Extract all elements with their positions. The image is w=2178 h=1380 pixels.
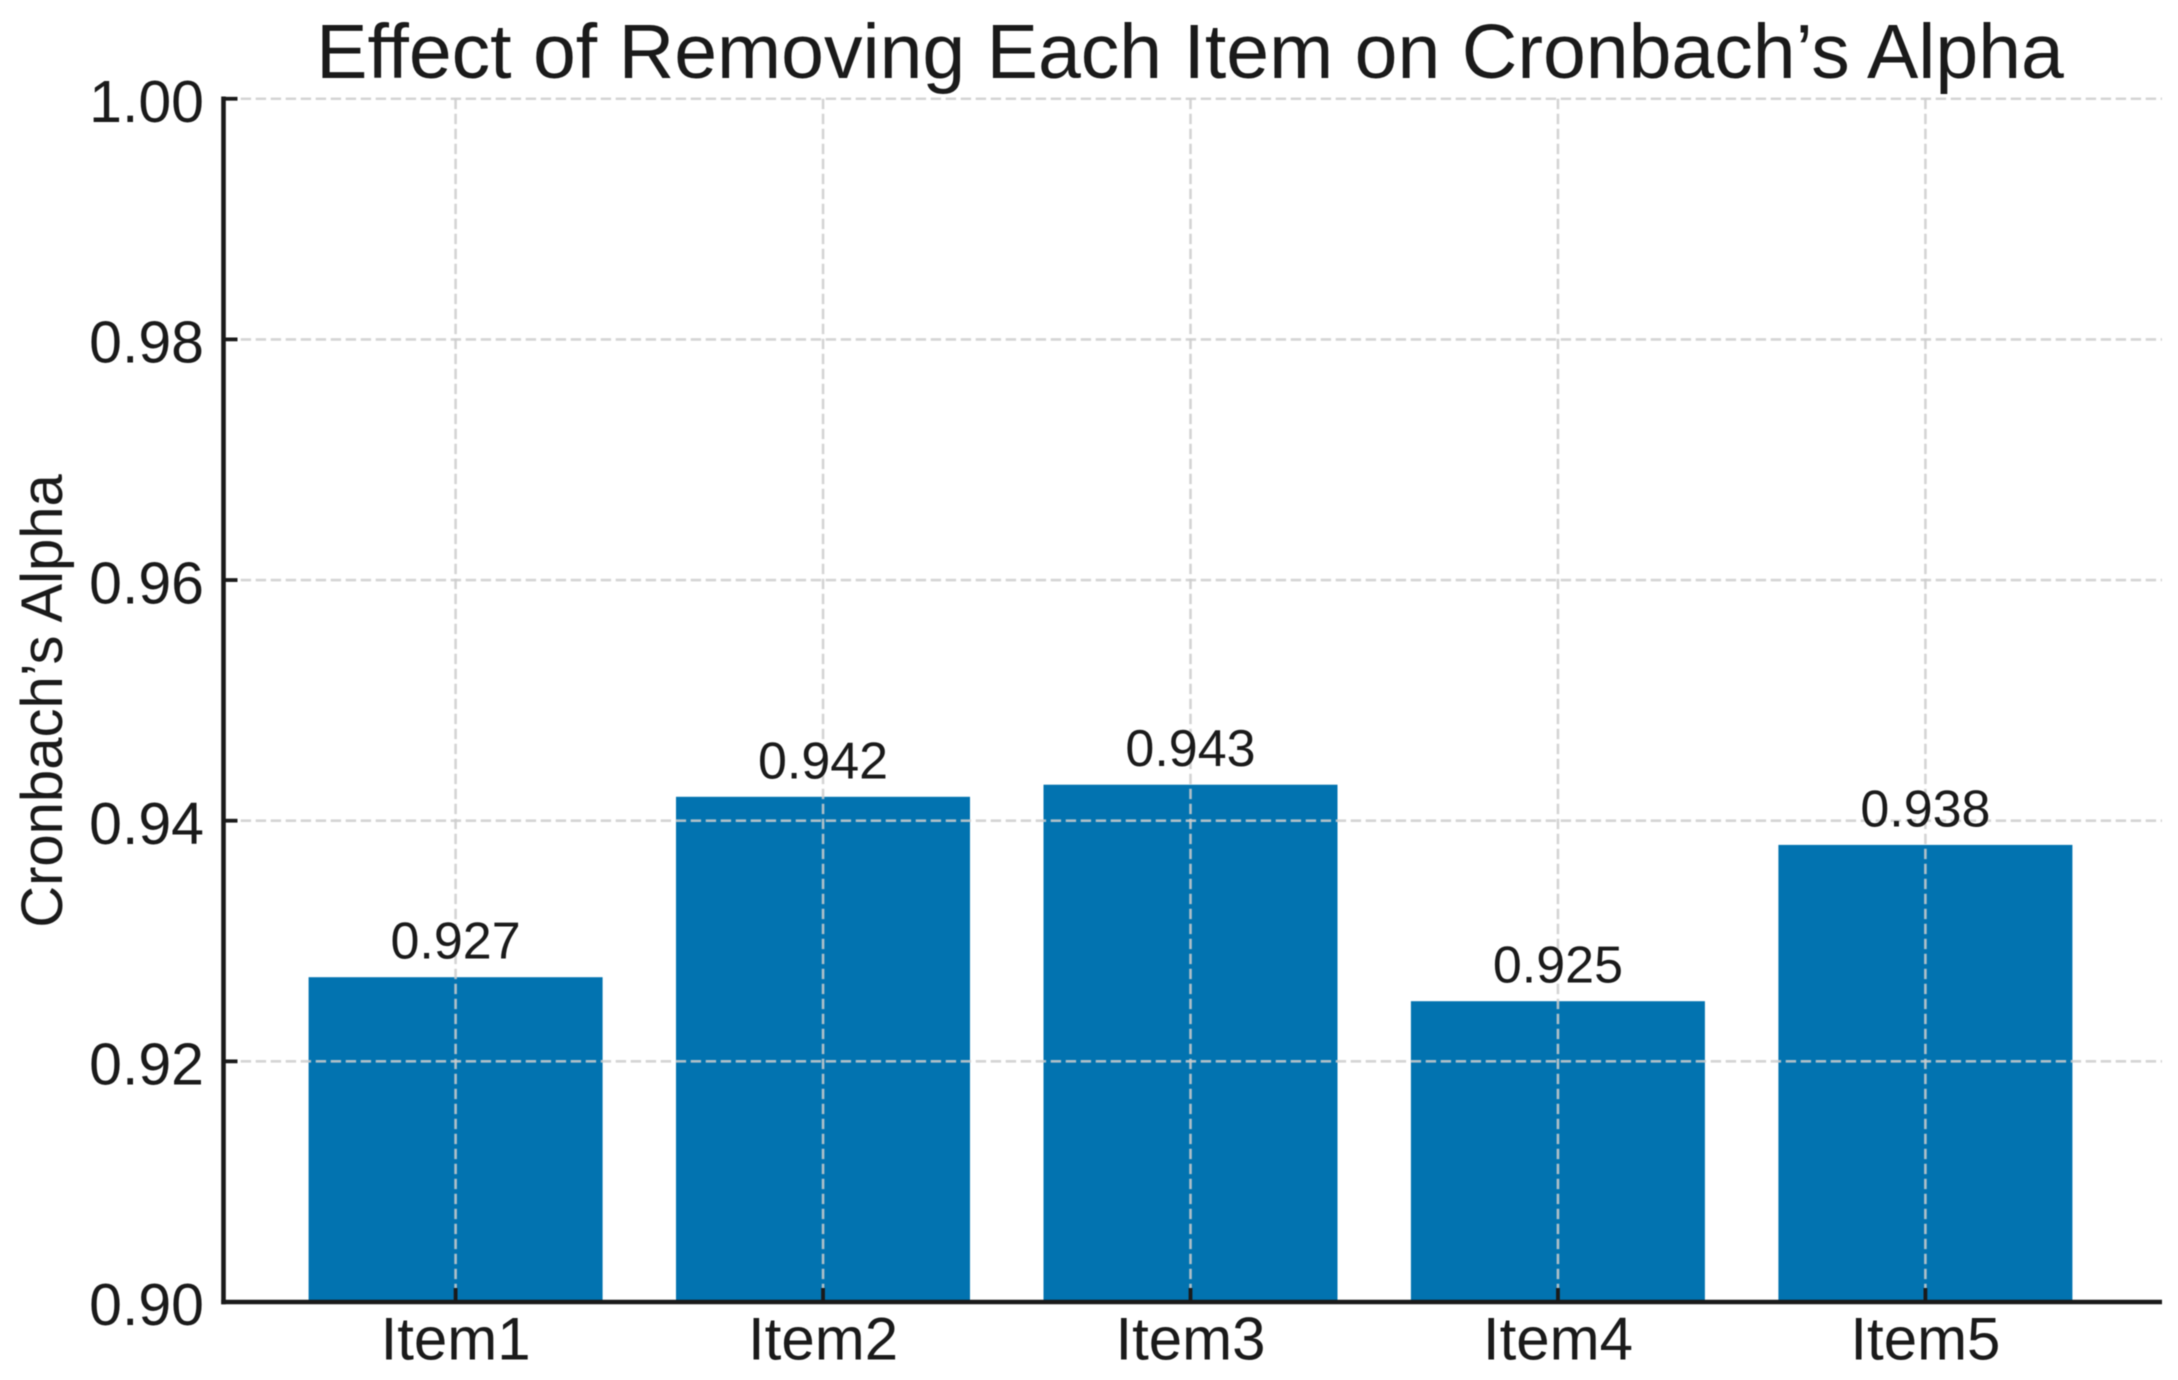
svg-text:0.943: 0.943 — [1125, 720, 1255, 778]
svg-text:0.96: 0.96 — [89, 550, 204, 616]
svg-text:Item3: Item3 — [1115, 1306, 1265, 1373]
svg-text:Item4: Item4 — [1483, 1306, 1633, 1373]
svg-text:Item5: Item5 — [1850, 1306, 2000, 1373]
svg-text:0.938: 0.938 — [1860, 780, 1990, 838]
svg-text:1.00: 1.00 — [89, 69, 204, 135]
svg-text:Effect of Removing Each Item o: Effect of Removing Each Item on Cronbach… — [316, 9, 2064, 95]
svg-text:0.94: 0.94 — [89, 791, 204, 857]
svg-text:Item1: Item1 — [381, 1306, 531, 1373]
svg-text:0.927: 0.927 — [391, 913, 521, 971]
svg-text:0.925: 0.925 — [1493, 937, 1623, 995]
svg-text:0.92: 0.92 — [89, 1032, 204, 1098]
svg-text:Cronbach’s Alpha: Cronbach’s Alpha — [10, 473, 75, 927]
svg-text:0.98: 0.98 — [89, 310, 204, 376]
svg-text:0.90: 0.90 — [89, 1272, 204, 1338]
svg-text:0.942: 0.942 — [758, 732, 888, 790]
svg-text:Item2: Item2 — [748, 1306, 898, 1373]
